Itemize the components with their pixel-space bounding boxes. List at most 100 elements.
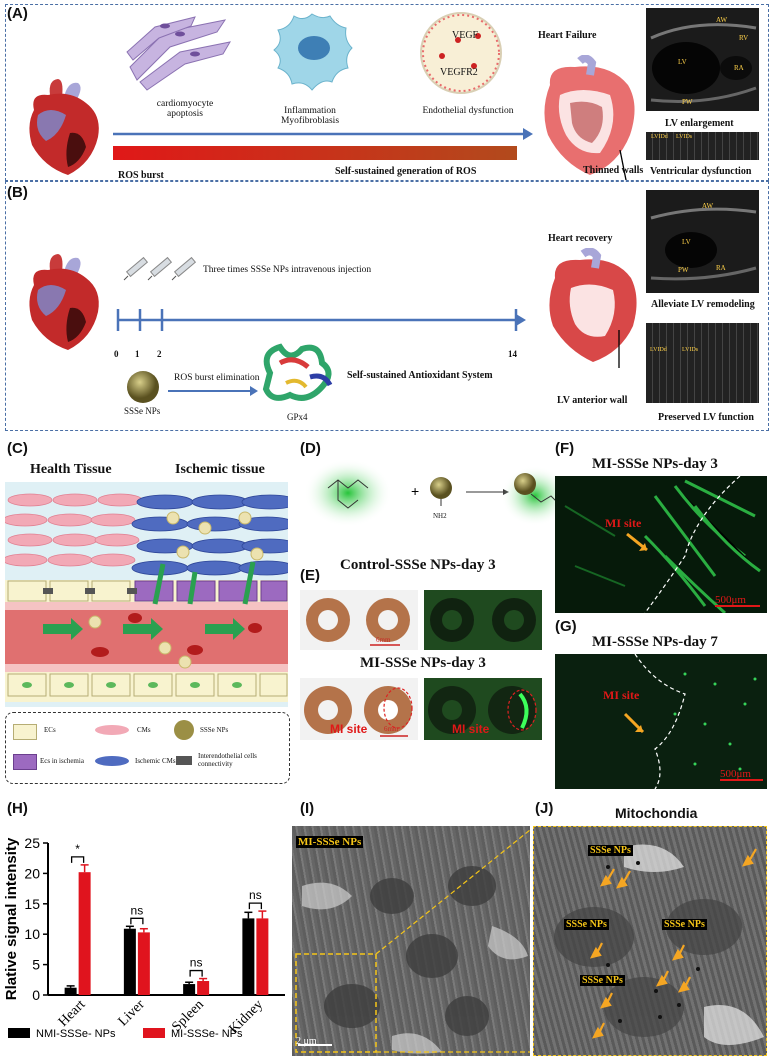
- echo-b-aw-label: AW: [702, 202, 714, 210]
- legend-swatch-2: [143, 1028, 165, 1038]
- timeline-b: [116, 309, 526, 331]
- preserved-label: Preserved LV function: [658, 412, 754, 423]
- mi-scale-label: 6mm: [384, 725, 399, 733]
- health-tissue-title: Health Tissue: [30, 462, 112, 477]
- legend-ecs-isch-swatch: [13, 754, 37, 770]
- tissue-diagram: [5, 482, 288, 707]
- ssse-nps-label: SSSe NPs: [124, 406, 161, 416]
- mi-bright-image: 6mm: [300, 678, 418, 740]
- panel-f-label: (F): [555, 440, 575, 457]
- ros-gradient-bar: [113, 146, 517, 160]
- legend-ecs-swatch: [13, 724, 37, 740]
- legend-ecs-isch: Ecs in ischemia: [40, 757, 84, 765]
- panel-i-tem-image: MI-SSSe NPs 2 μm: [292, 826, 530, 1056]
- mi-site-e-right: MI site: [452, 722, 490, 736]
- thinned-walls-label: Thinned walls: [583, 165, 644, 176]
- panel-f-image: MI site 500μm: [555, 476, 767, 613]
- control-bright-image: 6mm: [300, 590, 418, 650]
- mi-site-e-left: MI site: [330, 722, 368, 736]
- recovered-heart-illustration: [549, 248, 637, 368]
- cardiomyocyte-illustration: [126, 16, 231, 91]
- lvidd-a-label: LVIDd: [651, 134, 668, 140]
- heart-failure-label: Heart Failure: [538, 30, 597, 41]
- bar-mi-ssse--nps-spleen: [197, 981, 210, 995]
- panel-e-label: (E): [300, 567, 320, 584]
- y-tick-label: 25: [24, 835, 40, 851]
- ventricular-dysfunction-label: Ventricular dysfunction: [650, 166, 752, 177]
- bar-mi-ssse--nps-heart: [78, 872, 91, 995]
- y-axis-label: Rlative signal intensity: [3, 837, 20, 1000]
- y-tick-label: 15: [24, 896, 40, 912]
- panel-i-label: (I): [300, 800, 315, 817]
- legend-interendo: Interendothelial cells connectivity: [198, 752, 257, 768]
- echo-b-lv-label: LV: [682, 238, 691, 246]
- svg-text:+: +: [411, 483, 419, 499]
- mi-title: MI-SSSe NPs-day 3: [360, 655, 486, 671]
- timeline-arrow-a: [113, 128, 533, 140]
- panel-f-title: MI-SSSe NPs-day 3: [592, 456, 718, 472]
- tick-2: 2: [157, 349, 162, 359]
- echo-aw-label: AW: [716, 16, 728, 24]
- echo-b-pw-label: PW: [678, 266, 689, 274]
- heart-illustration-a: [29, 79, 99, 175]
- panel-g-mi-site: MI site: [603, 688, 640, 702]
- gpx4-label: GPx4: [287, 412, 308, 422]
- panel-i-scale: 2 μm: [296, 1036, 317, 1047]
- tick-14: 14: [508, 349, 517, 359]
- significance-bracket: [189, 969, 203, 977]
- endothelial-cell-illustration: [420, 12, 502, 94]
- control-title: Control-SSSe NPs-day 3: [340, 557, 496, 573]
- significance-bracket: [130, 917, 144, 925]
- legend-box: [5, 712, 290, 784]
- panel-b-label: (B): [7, 184, 28, 201]
- echo-rv-label: RV: [739, 34, 749, 42]
- conjugation-scheme: +: [304, 459, 568, 527]
- panel-j-title: Mitochondia: [615, 805, 698, 821]
- panel-d-label: (D): [300, 440, 321, 457]
- cardiomyocyte-apoptosis-label: cardiomyocyte apoptosis: [156, 99, 214, 119]
- legend-interendo-swatch: [176, 756, 192, 765]
- panel-a-label: (A): [7, 5, 28, 22]
- inflammation-cell-illustration: [273, 13, 353, 91]
- legend-cms: CMs: [137, 726, 151, 734]
- echo-lv-label: LV: [678, 58, 687, 66]
- injection-label: Three times SSSe NPs intravenous injecti…: [203, 265, 372, 275]
- significance-label: ns: [190, 956, 203, 970]
- legend-label-2: MI-SSSe- NPs: [171, 1028, 243, 1040]
- gpx4-protein-illustration: [262, 343, 333, 401]
- legend-cms-swatch: [95, 725, 129, 735]
- panel-f-scale: 500μm: [715, 594, 746, 606]
- panel-j-tag-1: SSSe NPs: [588, 845, 633, 856]
- bar-nmi-ssse--nps-kidney: [242, 918, 255, 995]
- x-tick-label-liver: Liver: [116, 997, 148, 1029]
- panel-j-tag-3: SSSe NPs: [662, 919, 707, 930]
- panel-j-tag-2: SSSe NPs: [564, 919, 609, 930]
- panel-c-label: (C): [7, 440, 28, 457]
- mi-fluor-image: [424, 678, 542, 740]
- echo-lv-enlargement-image: AW RV LV RA PW: [646, 8, 759, 111]
- significance-label: ns: [131, 903, 144, 917]
- panel-g-title: MI-SSSe NPs-day 7: [592, 634, 718, 650]
- control-scale-label: 6mm: [376, 636, 391, 644]
- panel-a-frame: [5, 4, 769, 181]
- panel-g-label: (G): [555, 618, 577, 635]
- significance-bracket: [248, 902, 263, 910]
- y-tick-label: 5: [32, 957, 40, 973]
- bar-nmi-ssse--nps-heart: [64, 987, 77, 995]
- legend-swatch-1: [8, 1028, 30, 1038]
- ros-burst-label: ROS burst: [118, 170, 164, 181]
- panel-j-label: (J): [535, 800, 554, 817]
- significance-label: *: [75, 842, 80, 856]
- bar-mi-ssse--nps-liver: [137, 932, 150, 995]
- vegfr2-label: VEGFR2: [440, 67, 478, 78]
- tick-1: 1: [135, 349, 140, 359]
- echo-pw-label: PW: [682, 98, 693, 106]
- legend-isch-cms-swatch: [95, 756, 129, 766]
- panel-f-mi-site: MI site: [605, 516, 642, 530]
- legend-ecs: ECs: [44, 726, 56, 734]
- y-tick-label: 10: [24, 926, 40, 942]
- ros-elim-label: ROS burst elimination: [174, 373, 260, 383]
- lvids-a-label: LVIDs: [676, 134, 693, 140]
- inflammation-label: Inflammation Myofibroblasis: [280, 106, 340, 126]
